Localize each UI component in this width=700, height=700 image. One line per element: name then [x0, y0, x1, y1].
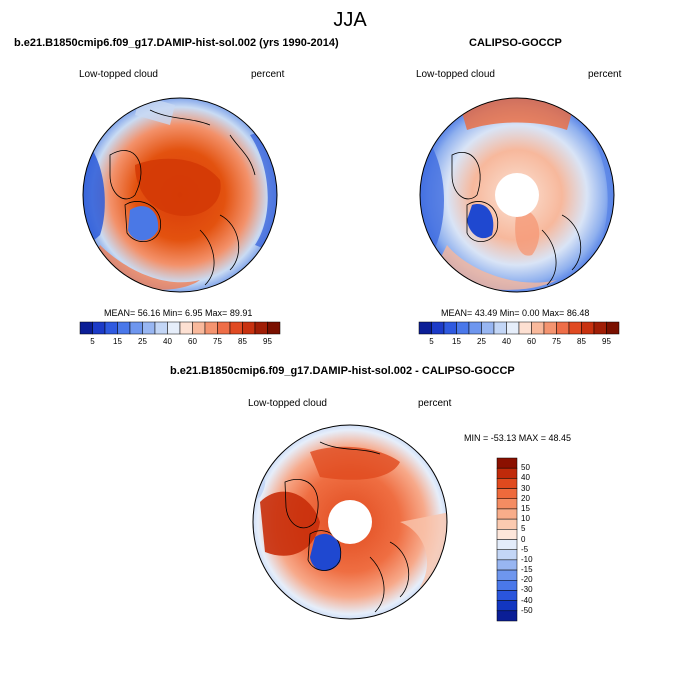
colorbar-swatch	[167, 321, 181, 335]
diff-colorbar	[496, 457, 518, 622]
colorbar-swatch	[581, 321, 595, 335]
obs-colorbar	[418, 321, 620, 335]
colorbar-tick-label: 25	[138, 337, 147, 346]
colorbar-swatch	[496, 498, 518, 510]
model-units-label: percent	[251, 69, 285, 80]
colorbar-swatch	[496, 467, 518, 479]
colorbar-swatch	[481, 321, 495, 335]
colorbar-tick-label: 60	[188, 337, 197, 346]
colorbar-swatch	[593, 321, 607, 335]
colorbar-tick-label: 15	[521, 503, 530, 513]
colorbar-swatch	[496, 610, 518, 622]
colorbar-tick-label: 10	[521, 514, 530, 524]
colorbar-swatch	[129, 321, 143, 335]
obs-variable-label: Low-topped cloud	[416, 69, 495, 80]
model-variable-label: Low-topped cloud	[79, 69, 158, 80]
colorbar-swatch	[229, 321, 243, 335]
colorbar-swatch	[456, 321, 470, 335]
colorbar-tick-label: 40	[521, 473, 530, 483]
colorbar-swatch	[468, 321, 482, 335]
colorbar-swatch	[443, 321, 457, 335]
colorbar-tick-label: 25	[477, 337, 486, 346]
colorbar-tick-label: 60	[527, 337, 536, 346]
colorbar-swatch	[506, 321, 520, 335]
colorbar-tick-label: 15	[113, 337, 122, 346]
colorbar-tick-label: 0	[521, 534, 526, 544]
colorbar-swatch	[496, 488, 518, 499]
colorbar-swatch	[496, 549, 518, 561]
colorbar-swatch	[568, 321, 582, 335]
colorbar-tick-label: -30	[521, 585, 533, 595]
colorbar-swatch	[496, 539, 518, 550]
colorbar-swatch	[104, 321, 118, 335]
colorbar-swatch	[242, 321, 256, 335]
model-colorbar	[79, 321, 281, 335]
colorbar-tick-label: 40	[163, 337, 172, 346]
colorbar-tick-label: 95	[263, 337, 272, 346]
obs-stats: MEAN= 43.49 Min= 0.00 Max= 86.48	[441, 308, 590, 318]
colorbar-swatch	[496, 457, 518, 469]
colorbar-swatch	[79, 321, 93, 335]
colorbar-tick-label: -40	[521, 595, 533, 605]
diff-units-label: percent	[418, 398, 452, 409]
colorbar-swatch	[217, 321, 231, 335]
colorbar-tick-label: 15	[452, 337, 461, 346]
colorbar-tick-label: -5	[521, 544, 529, 554]
colorbar-swatch	[92, 321, 106, 335]
colorbar-tick-label: 30	[521, 483, 530, 493]
colorbar-tick-label: 40	[502, 337, 511, 346]
obs-units-label: percent	[588, 69, 622, 80]
colorbar-tick-label: 95	[602, 337, 611, 346]
colorbar-swatch	[496, 590, 518, 601]
colorbar-swatch	[117, 321, 131, 335]
colorbar-swatch	[496, 478, 518, 489]
colorbar-tick-label: 75	[552, 337, 561, 346]
model-stats: MEAN= 56.16 Min= 6.95 Max= 89.91	[104, 308, 253, 318]
colorbar-tick-label: 85	[577, 337, 586, 346]
colorbar-swatch	[531, 321, 545, 335]
colorbar-swatch	[192, 321, 206, 335]
colorbar-swatch	[493, 321, 507, 335]
colorbar-swatch	[431, 321, 445, 335]
diff-stats: MIN = -53.13 MAX = 48.45	[464, 433, 572, 443]
colorbar-swatch	[179, 321, 193, 335]
diff-polar-map	[252, 424, 448, 620]
colorbar-swatch	[496, 559, 518, 571]
diff-variable-label: Low-topped cloud	[248, 398, 327, 409]
colorbar-tick-label: -50	[521, 605, 533, 615]
colorbar-swatch	[496, 508, 518, 520]
obs-panel-title: CALIPSO-GOCCP	[469, 37, 562, 49]
colorbar-swatch	[496, 529, 518, 540]
model-panel-title: b.e21.B1850cmip6.f09_g17.DAMIP-hist-sol.…	[14, 37, 339, 49]
obs-polar-map	[419, 97, 615, 293]
colorbar-swatch	[204, 321, 218, 335]
colorbar-tick-label: 5	[90, 337, 95, 346]
colorbar-tick-label: -15	[521, 565, 533, 575]
diff-panel-title: b.e21.B1850cmip6.f09_g17.DAMIP-hist-sol.…	[170, 365, 515, 377]
colorbar-tick-label: 50	[521, 463, 530, 473]
colorbar-swatch	[418, 321, 432, 335]
colorbar-tick-label: 20	[521, 493, 530, 503]
colorbar-tick-label: -10	[521, 554, 533, 564]
colorbar-swatch	[496, 580, 518, 591]
colorbar-tick-label: 85	[238, 337, 247, 346]
colorbar-swatch	[254, 321, 268, 335]
colorbar-swatch	[556, 321, 570, 335]
colorbar-swatch	[496, 569, 518, 581]
colorbar-swatch	[496, 518, 518, 530]
colorbar-swatch	[543, 321, 557, 335]
colorbar-swatch	[154, 321, 168, 335]
model-polar-map	[82, 97, 278, 293]
colorbar-tick-label: -20	[521, 575, 533, 585]
season-title: JJA	[333, 9, 367, 31]
colorbar-swatch	[496, 600, 518, 612]
colorbar-swatch	[267, 321, 281, 335]
colorbar-swatch	[142, 321, 156, 335]
colorbar-tick-label: 5	[429, 337, 434, 346]
colorbar-tick-label: 75	[213, 337, 222, 346]
colorbar-tick-label: 5	[521, 524, 526, 534]
colorbar-swatch	[606, 321, 620, 335]
colorbar-swatch	[518, 321, 532, 335]
